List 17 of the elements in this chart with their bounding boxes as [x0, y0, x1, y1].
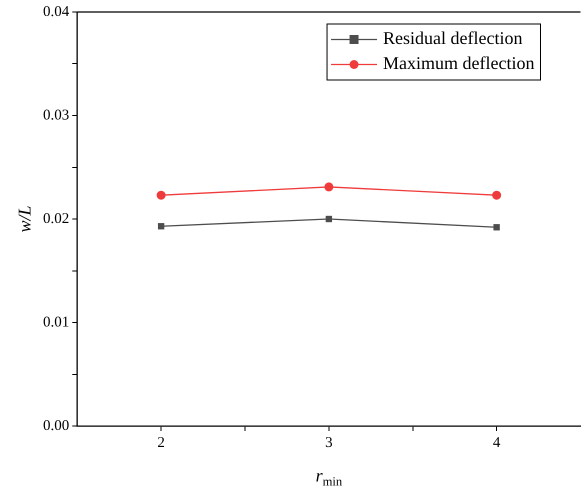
- y-tick-label: 0.03: [43, 107, 70, 124]
- point: [324, 182, 334, 192]
- point: [158, 223, 164, 230]
- legend-label: Residual deflection: [383, 28, 523, 48]
- point: [326, 216, 332, 222]
- y-axis-title: w/L: [14, 205, 35, 233]
- y-tick-label: 0.04: [43, 4, 70, 20]
- point: [492, 190, 502, 200]
- legend-label: Maximum deflection: [383, 53, 535, 74]
- x-tick-label: 3: [325, 434, 333, 451]
- point: [156, 190, 166, 200]
- y-tick-label: 0.01: [43, 314, 70, 330]
- point: [493, 224, 500, 230]
- x-tick-label: 4: [492, 434, 501, 451]
- x-tick-label: 2: [157, 434, 165, 451]
- y-tick-label: 0.02: [43, 210, 70, 227]
- y-tick-label: 0.00: [43, 418, 70, 434]
